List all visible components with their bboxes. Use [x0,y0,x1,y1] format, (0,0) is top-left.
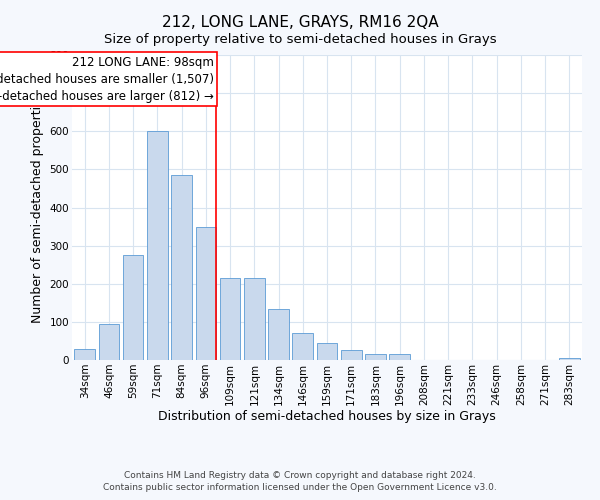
Bar [147,131,168,360]
Bar [196,226,216,360]
Bar [292,334,313,360]
Bar [123,255,143,360]
Bar [172,175,192,360]
Bar [268,308,289,360]
Text: 212 LONG LANE: 98sqm
← 64% of semi-detached houses are smaller (1,507)
35% of se: 212 LONG LANE: 98sqm ← 64% of semi-detac… [0,56,214,103]
Bar [317,343,337,360]
Y-axis label: Number of semi-detached properties: Number of semi-detached properties [31,92,44,323]
Bar [341,350,362,360]
Text: 212, LONG LANE, GRAYS, RM16 2QA: 212, LONG LANE, GRAYS, RM16 2QA [161,15,439,30]
Bar [244,278,265,360]
Text: Contains HM Land Registry data © Crown copyright and database right 2024.
Contai: Contains HM Land Registry data © Crown c… [103,471,497,492]
Bar [389,354,410,360]
Bar [220,278,241,360]
X-axis label: Distribution of semi-detached houses by size in Grays: Distribution of semi-detached houses by … [158,410,496,424]
Bar [74,348,95,360]
Bar [98,324,119,360]
Text: Size of property relative to semi-detached houses in Grays: Size of property relative to semi-detach… [104,32,496,46]
Bar [559,358,580,360]
Bar [365,354,386,360]
